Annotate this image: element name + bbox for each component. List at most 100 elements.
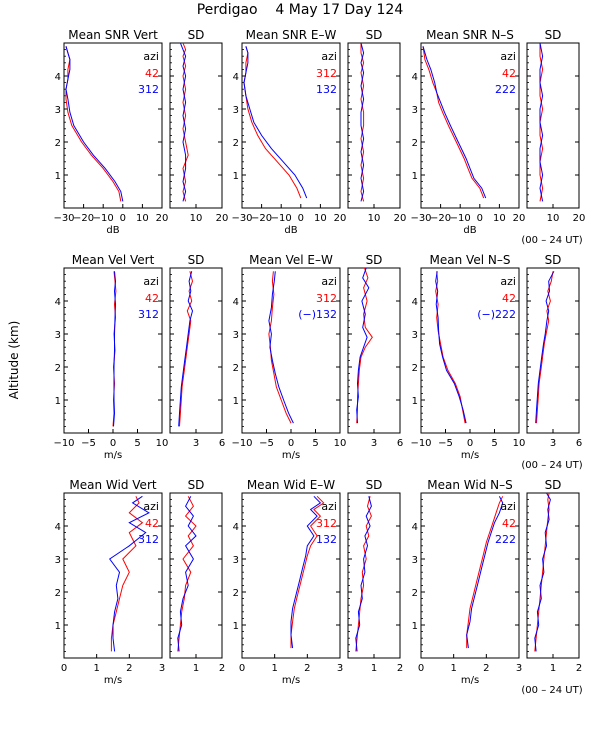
chart-snr-ew-mean-legend-entry: 312 bbox=[316, 67, 337, 80]
chart-vel-vert-mean-title: Mean Vel Vert bbox=[72, 253, 155, 267]
chart-snr-vert-mean-legend-entry: 312 bbox=[138, 83, 159, 96]
chart-snr-ew-mean-xtick-label: 10 bbox=[314, 213, 327, 224]
chart-wid-vert-mean-series-red bbox=[110, 496, 144, 652]
chart-wid-vert-mean-title: Mean Wid Vert bbox=[69, 478, 156, 492]
time-note-wid: (00 – 24 UT) bbox=[521, 685, 582, 696]
chart-wid-vert-sd-xtick-label: 1 bbox=[193, 663, 199, 674]
chart-snr-ew-mean-ytick-label: 4 bbox=[233, 72, 239, 83]
chart-vel-ew-sd-series-blue bbox=[356, 267, 370, 424]
chart-wid-ns-sd-series-blue bbox=[534, 492, 551, 652]
chart-wid-ew-mean-title: Mean Wid E–W bbox=[247, 478, 335, 492]
chart-wid-ew-sd-series-blue bbox=[355, 496, 372, 652]
chart-vel-vert-mean-xtick-label: 10 bbox=[156, 438, 169, 449]
chart-snr-ew-mean-ytick-label: 3 bbox=[233, 105, 239, 116]
chart-wid-ew-sd-xtick-label: 1 bbox=[371, 663, 377, 674]
chart-snr-vert-mean-legend-entry: 42 bbox=[145, 67, 159, 80]
chart-snr-ns-mean-ytick-label: 4 bbox=[412, 72, 418, 83]
chart-wid-ew-mean-ytick-label: 1 bbox=[233, 621, 239, 632]
chart-vel-ns-mean-legend-entry: (−)222 bbox=[477, 308, 516, 321]
chart-wid-ns-mean-ytick-label: 3 bbox=[412, 555, 418, 566]
chart-wid-ns-mean-xtick-label: 2 bbox=[483, 663, 489, 674]
chart-wid-ew-mean-xtick-label: 2 bbox=[304, 663, 310, 674]
chart-snr-vert-sd-series-red bbox=[182, 42, 189, 202]
chart-vel-ns-mean-ytick-label: 2 bbox=[412, 363, 418, 374]
chart-wid-ns-mean-legend-entry: 42 bbox=[502, 517, 516, 530]
chart-vel-ew-mean-title: Mean Vel E–W bbox=[249, 253, 333, 267]
chart-wid-vert-mean-ytick-label: 1 bbox=[55, 621, 61, 632]
chart-vel-vert-sd-series-blue bbox=[178, 271, 194, 427]
chart-wid-ns-mean-ytick-label: 1 bbox=[412, 621, 418, 632]
chart-wid-vert-mean-legend-entry: 312 bbox=[138, 533, 159, 546]
chart-snr-vert-sd: SD 10 20 bbox=[169, 28, 228, 224]
chart-vel-vert-mean-series-blue bbox=[113, 271, 117, 427]
chart-wid-ew-mean-frame bbox=[241, 492, 341, 659]
chart-snr-ew-mean-ytick-label: 2 bbox=[233, 138, 239, 149]
chart-snr-vert-mean-ytick-label: 4 bbox=[55, 72, 61, 83]
chart-wid-ew-sd: SD 1 2 bbox=[347, 478, 403, 674]
figure-title: Perdigao 4 May 17 Day 124 bbox=[197, 2, 404, 18]
chart-snr-ew-mean-title: Mean SNR E–W bbox=[246, 28, 337, 42]
chart-wid-vert-mean-series-blue bbox=[108, 495, 150, 652]
chart-vel-vert-sd-xtick-label: 6 bbox=[219, 438, 225, 449]
chart-wid-ns-sd: SD 1 2 bbox=[526, 478, 582, 674]
chart-vel-ns-mean-legend-title: azi bbox=[500, 275, 516, 288]
chart-wid-ns-sd-xtick-label: 2 bbox=[576, 663, 582, 674]
chart-snr-ns-mean-ytick-label: 2 bbox=[412, 138, 418, 149]
chart-snr-ns-mean-ytick-label: 1 bbox=[412, 171, 418, 182]
chart-snr-ew-mean: Mean SNR E–W 1 2 3 4 −30−20−10 0 10 20 dB azi 312 13… bbox=[231, 28, 346, 236]
chart-wid-ns-mean-ytick-label: 4 bbox=[412, 522, 418, 533]
chart-snr-vert-sd-xtick-label: 10 bbox=[190, 213, 203, 224]
chart-snr-vert-mean-series-red bbox=[65, 46, 122, 202]
chart-wid-vert-mean: Mean Wid Vert 1 2 3 4 0 1 2 3 m/s azi 42 312 bbox=[55, 478, 166, 686]
time-note-vel: (00 – 24 UT) bbox=[521, 460, 582, 471]
chart-snr-vert-sd-title: SD bbox=[188, 28, 205, 42]
chart-wid-ns-mean-xtick-label: 1 bbox=[450, 663, 456, 674]
chart-snr-vert-mean-xtick-label: 20 bbox=[156, 213, 169, 224]
chart-snr-ew-mean-series-blue bbox=[243, 46, 308, 199]
chart-snr-ns-mean: Mean SNR N–S 1 2 3 4 −30−20−10 0 10 20 dB azi 42 222 bbox=[410, 28, 525, 236]
chart-snr-ns-mean-legend-entry: 222 bbox=[495, 83, 516, 96]
chart-snr-ns-mean-title: Mean SNR N–S bbox=[426, 28, 514, 42]
chart-vel-ns-sd-xtick-label: 6 bbox=[576, 438, 582, 449]
chart-vel-ns-sd-series-blue bbox=[535, 271, 555, 424]
chart-snr-vert-mean-frame bbox=[63, 42, 163, 209]
chart-vel-ew-mean-xtick-label: 10 bbox=[334, 438, 347, 449]
chart-wid-ew-mean-ytick-label: 2 bbox=[233, 588, 239, 599]
chart-snr-vert-mean-ytick-label: 1 bbox=[55, 171, 61, 182]
chart-vel-ns-mean-ytick-label: 4 bbox=[412, 297, 418, 308]
chart-wid-ns-mean-legend-entry: 222 bbox=[495, 533, 516, 546]
chart-wid-ew-mean-ytick-label: 3 bbox=[233, 555, 239, 566]
chart-snr-vert-mean-ytick-label: 3 bbox=[55, 105, 61, 116]
chart-vel-ew-mean-ytick-label: 1 bbox=[233, 396, 239, 407]
chart-snr-ew-mean-xtick-label: −10 bbox=[271, 213, 292, 224]
chart-snr-ns-sd: SD 10 20 bbox=[526, 28, 585, 224]
chart-vel-ew-mean-series-blue bbox=[268, 271, 294, 424]
chart-vel-ew-mean-xlabel: m/s bbox=[282, 450, 300, 461]
chart-wid-vert-mean-legend-title: azi bbox=[143, 500, 159, 513]
chart-vel-vert-mean-xtick-label: 0 bbox=[110, 438, 116, 449]
chart-wid-vert-mean-xtick-label: 2 bbox=[126, 663, 132, 674]
chart-snr-ns-mean-frame bbox=[420, 42, 520, 209]
chart-snr-ns-mean-series-blue bbox=[422, 46, 487, 199]
chart-vel-ew-mean-xtick-label: −5 bbox=[259, 438, 274, 449]
chart-wid-ns-mean-series-red bbox=[466, 496, 504, 649]
chart-wid-ns-sd-title: SD bbox=[545, 478, 562, 492]
chart-wid-ns-mean-frame bbox=[420, 492, 520, 659]
chart-wid-ew-sd-frame bbox=[347, 492, 401, 659]
chart-vel-ew-sd-frame bbox=[347, 267, 401, 434]
chart-snr-ns-mean-legend-entry: 42 bbox=[502, 67, 516, 80]
chart-vel-ew-mean-ytick-label: 4 bbox=[233, 297, 239, 308]
chart-snr-ew-sd-title: SD bbox=[366, 28, 383, 42]
chart-wid-vert-mean-xtick-label: 3 bbox=[159, 663, 165, 674]
chart-snr-ew-mean-legend-title: azi bbox=[321, 50, 337, 63]
chart-wid-ew-mean-series-blue bbox=[290, 495, 322, 649]
chart-wid-ew-mean-xtick-label: 1 bbox=[271, 663, 277, 674]
chart-wid-vert-sd-series-red bbox=[177, 496, 197, 652]
chart-vel-ew-mean-xtick-label: −10 bbox=[231, 438, 252, 449]
chart-snr-vert-mean-xtick-label: −10 bbox=[93, 213, 114, 224]
chart-wid-ns-sd-frame bbox=[526, 492, 580, 659]
chart-vel-ns-mean-xlabel: m/s bbox=[461, 450, 479, 461]
chart-vel-ns-mean-ytick-label: 1 bbox=[412, 396, 418, 407]
chart-vel-ns-mean-xtick-label: 5 bbox=[491, 438, 497, 449]
